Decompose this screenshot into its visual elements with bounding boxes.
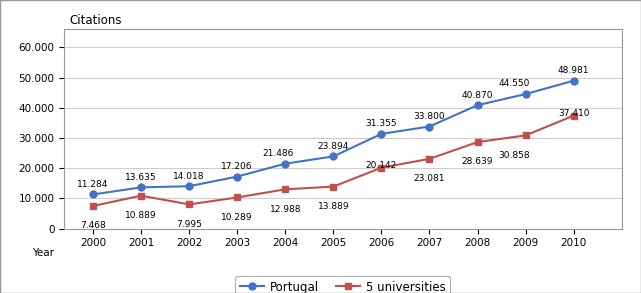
Text: 23.081: 23.081 xyxy=(413,174,445,183)
Portugal xyxy=(570,79,578,82)
Text: 10.889: 10.889 xyxy=(125,211,157,220)
Text: 48.981: 48.981 xyxy=(558,66,590,75)
Text: 23.894: 23.894 xyxy=(318,142,349,151)
Text: 20.142: 20.142 xyxy=(366,161,397,170)
Line: 5 universities: 5 universities xyxy=(90,112,577,209)
Portugal xyxy=(329,155,337,158)
5 universities xyxy=(281,188,289,191)
5 universities xyxy=(233,196,241,199)
Line: Portugal: Portugal xyxy=(90,77,577,198)
Portugal xyxy=(281,162,289,166)
5 universities xyxy=(522,134,529,137)
Portugal xyxy=(185,185,193,188)
5 universities xyxy=(378,166,385,169)
Text: 40.870: 40.870 xyxy=(462,91,494,100)
Legend: Portugal, 5 universities: Portugal, 5 universities xyxy=(235,276,451,293)
Portugal xyxy=(137,186,145,189)
Text: 10.289: 10.289 xyxy=(221,213,253,222)
Text: 7.995: 7.995 xyxy=(176,220,202,229)
Text: 11.284: 11.284 xyxy=(78,180,108,189)
Text: 28.639: 28.639 xyxy=(462,157,494,166)
Text: 13.635: 13.635 xyxy=(125,173,157,182)
Text: 12.988: 12.988 xyxy=(269,205,301,214)
Text: 33.800: 33.800 xyxy=(413,112,445,121)
5 universities xyxy=(89,204,97,208)
5 universities xyxy=(185,203,193,206)
5 universities xyxy=(137,194,145,197)
Portugal xyxy=(233,175,241,178)
Portugal xyxy=(89,193,97,196)
5 universities xyxy=(474,140,481,144)
Text: 44.550: 44.550 xyxy=(499,79,530,88)
Text: 31.355: 31.355 xyxy=(365,119,397,128)
5 universities xyxy=(570,114,578,117)
Portugal xyxy=(522,92,529,96)
Text: 37.410: 37.410 xyxy=(558,109,590,118)
Text: 7.468: 7.468 xyxy=(80,221,106,230)
Portugal xyxy=(426,125,433,128)
Text: 30.858: 30.858 xyxy=(499,151,530,160)
Text: Year: Year xyxy=(32,248,54,258)
Portugal xyxy=(378,132,385,136)
5 universities xyxy=(426,157,433,161)
Text: 21.486: 21.486 xyxy=(263,149,294,158)
Text: 14.018: 14.018 xyxy=(173,172,205,181)
Text: Citations: Citations xyxy=(70,14,122,27)
5 universities xyxy=(329,185,337,188)
Text: 17.206: 17.206 xyxy=(221,162,253,171)
Portugal xyxy=(474,103,481,107)
Text: 13.889: 13.889 xyxy=(317,202,349,211)
